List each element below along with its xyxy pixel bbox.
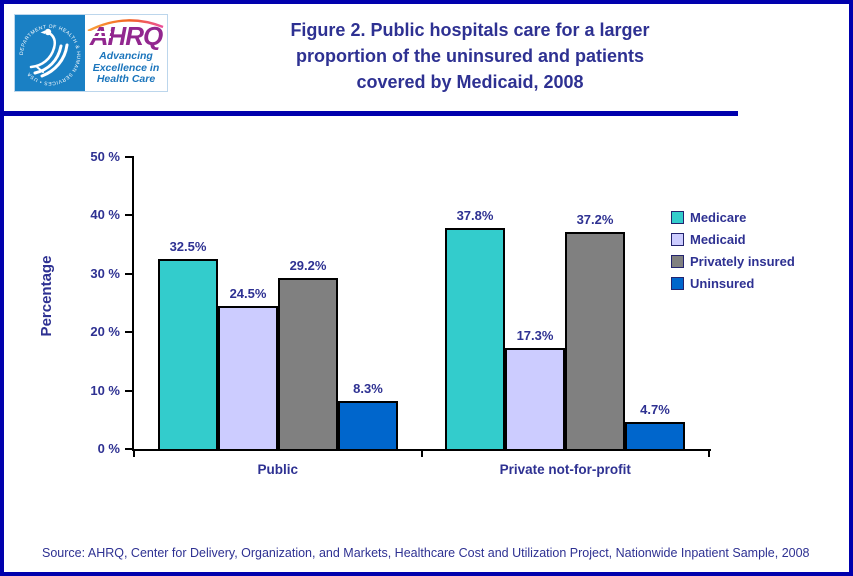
bar-value-label: 37.8% — [456, 208, 494, 223]
bar-medicaid-private — [505, 348, 565, 451]
figure-title: Figure 2. Public hospitals care for a la… — [180, 17, 760, 95]
legend-item: Uninsured — [671, 272, 795, 294]
bar-value-label: 8.3% — [353, 381, 383, 396]
y-axis-title: Percentage — [38, 255, 55, 337]
ahrq-tagline-line: Health Care — [96, 73, 156, 85]
legend-swatch-icon — [671, 210, 684, 224]
ahrq-tagline-line: Advancing — [99, 50, 153, 62]
legend-label: Uninsured — [690, 275, 755, 291]
figure-title-line: covered by Medicaid, 2008 — [356, 72, 584, 92]
x-axis-tick — [420, 451, 423, 457]
bar-value-label: 4.7% — [640, 402, 670, 417]
y-axis-tick — [125, 389, 132, 392]
legend-item: Privately insured — [671, 250, 795, 272]
bar-value-label: 17.3% — [516, 328, 554, 343]
y-axis-tick-label: 0 % — [97, 441, 120, 456]
y-axis-tick-label: 40 % — [90, 207, 120, 223]
ahrq-tagline-line: Excellence in — [92, 61, 160, 74]
ahrq-wordmark: AHRQ — [86, 23, 163, 49]
ahrq-arc-icon — [87, 19, 164, 32]
y-axis-tick — [125, 331, 132, 334]
y-axis-tick — [125, 272, 132, 275]
x-axis-tick — [133, 451, 135, 457]
bar-value-label: 29.2% — [289, 258, 327, 273]
chart-legend: Medicare Medicaid Privately insured Uninsur… — [671, 206, 795, 294]
bar-value-label: 24.5% — [229, 286, 267, 301]
y-axis-tick-label: 10 % — [90, 382, 120, 398]
x-axis-tick — [708, 451, 710, 457]
bar-uninsured-public — [338, 401, 398, 451]
y-axis-tick-label: 20 % — [90, 324, 120, 340]
source-note: Source: AHRQ, Center for Delivery, Organ… — [42, 546, 810, 560]
ahrq-stripe-decoration — [86, 36, 111, 38]
bar-medicare-private — [445, 228, 505, 451]
bar-medicaid-public — [218, 306, 278, 451]
header-divider — [0, 111, 738, 116]
legend-item: Medicaid — [671, 228, 795, 250]
figure-title-line: proportion of the uninsured and patients — [296, 46, 644, 66]
x-axis-line — [132, 449, 711, 451]
figure-title-line: Figure 2. Public hospitals care for a la… — [290, 20, 650, 40]
legend-swatch-icon — [671, 232, 684, 246]
y-axis-tick — [125, 214, 132, 217]
x-axis-category-label: Public — [257, 462, 298, 477]
legend-swatch-icon — [671, 276, 684, 290]
y-axis-tick — [125, 156, 132, 158]
y-axis-tick-label: 30 % — [90, 265, 120, 281]
legend-label: Privately insured — [690, 253, 795, 269]
bar-value-label: 32.5% — [169, 239, 207, 254]
y-axis-line — [132, 156, 134, 451]
y-axis-tick-label: 50 % — [90, 149, 120, 164]
x-axis-category-label: Private not-for-profit — [499, 462, 631, 477]
y-axis-tick — [125, 448, 132, 450]
legend-label: Medicare — [690, 209, 747, 225]
ahrq-stripe-decoration — [86, 31, 111, 33]
bar-privately-insured-private — [565, 232, 625, 451]
ahrq-tagline: Advancing Excellence in Health Care — [92, 50, 160, 86]
hhs-ahrq-logo: DEPARTMENT OF HEALTH & HUMAN SERVICES • … — [14, 14, 168, 92]
bar-value-label: 37.2% — [576, 212, 614, 227]
bar-privately-insured-public — [278, 278, 338, 451]
hhs-seal-icon: DEPARTMENT OF HEALTH & HUMAN SERVICES • … — [15, 15, 85, 91]
legend-label: Medicaid — [690, 231, 746, 247]
hhs-eagle-icon — [29, 31, 69, 78]
bar-uninsured-private — [625, 422, 685, 451]
legend-item: Medicare — [671, 206, 795, 228]
bar-medicare-public — [158, 259, 218, 451]
ahrq-logo: AHRQ Advancing Excellence in Health Care — [85, 15, 167, 91]
legend-swatch-icon — [671, 254, 684, 268]
